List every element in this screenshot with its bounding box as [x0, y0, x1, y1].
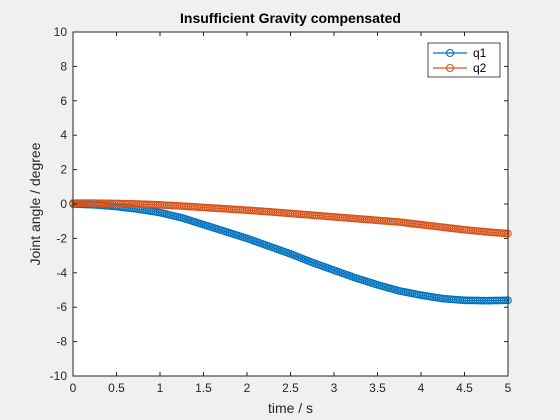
chart-title: Insufficient Gravity compensated	[180, 10, 401, 26]
y-tick-label: -2	[56, 231, 67, 245]
legend-marker-q1	[445, 48, 455, 58]
series-q2	[69, 199, 512, 238]
x-tick-label: 2.5	[282, 381, 299, 395]
x-tick-label: 2	[244, 381, 251, 395]
y-tick-label: 4	[60, 128, 67, 142]
x-tick-label: 1.5	[195, 381, 212, 395]
y-tick-label: 2	[60, 163, 67, 177]
x-tick-label: 3.5	[369, 381, 386, 395]
legend-label-q2: q2	[473, 61, 487, 75]
y-tick-label: 8	[60, 59, 67, 73]
legend-box	[427, 42, 501, 78]
y-tick-label: 0	[60, 197, 67, 211]
legend-marker-q2	[445, 63, 455, 73]
y-axis-label: Joint angle / degree	[27, 142, 43, 265]
x-tick-label: 5	[505, 381, 512, 395]
x-tick-label: 0.5	[108, 381, 125, 395]
y-tick-label: -10	[50, 369, 68, 383]
ticks-layer: 0 0.5 1 1.5 2 2.5 3 3.5 4 4.5 5 10 8 6 4 2 0 -2 -4 -6 -8 -10	[50, 25, 512, 395]
y-tick-label: -4	[56, 266, 67, 280]
data-point-q1	[501, 296, 510, 305]
y-tick-label: -8	[56, 335, 67, 349]
y-tick-label: -6	[56, 300, 67, 314]
x-tick-label: 3	[331, 381, 338, 395]
x-tick-label: 1	[157, 381, 164, 395]
y-tick-label: 6	[60, 94, 67, 108]
x-tick-label: 4	[418, 381, 425, 395]
x-tick-label: 4.5	[456, 381, 473, 395]
x-axis-label: time / s	[268, 400, 313, 416]
x-tick-label: 0	[70, 381, 77, 395]
series-layer	[69, 199, 512, 305]
y-tick-label: 10	[54, 25, 68, 39]
legend-label-q1: q1	[473, 46, 487, 60]
data-point-q1	[499, 296, 508, 305]
